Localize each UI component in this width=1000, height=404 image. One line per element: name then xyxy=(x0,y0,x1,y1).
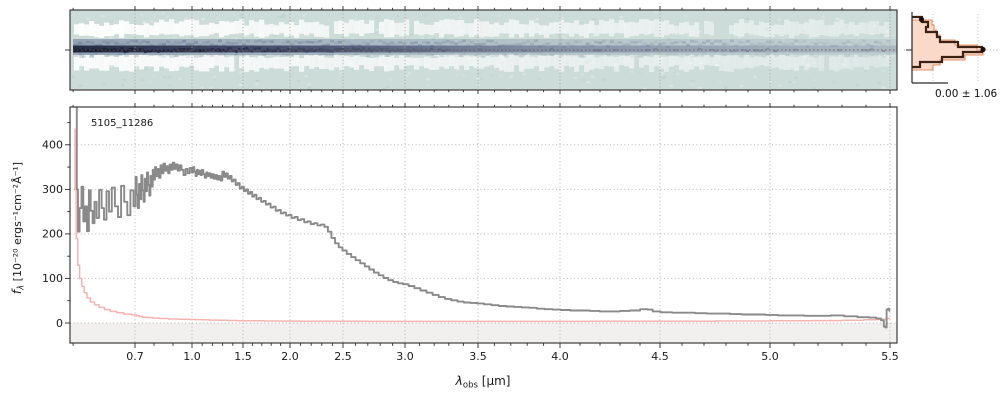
y-tick-labels: 0 100 200 300 400 xyxy=(42,139,63,330)
x-axis-label-unit: [μm] xyxy=(478,374,511,388)
x-tick-label: 3.5 xyxy=(469,350,487,363)
x-tick-label: 5.0 xyxy=(761,350,779,363)
main-frame xyxy=(69,106,898,344)
x-tick-label: 4.5 xyxy=(651,350,669,363)
y-tick-label: 300 xyxy=(42,183,63,196)
x-tick-label: 3.0 xyxy=(396,350,414,363)
y-axis-label-subscript: λ xyxy=(17,285,27,291)
object-id-annotation: 5105_11286 xyxy=(91,118,153,129)
y-tick-label: 0 xyxy=(56,317,63,330)
x-tick-label: 2.0 xyxy=(281,350,299,363)
x-tick-label: 1.5 xyxy=(234,350,252,363)
y-axis-label-symbol: f xyxy=(10,288,24,294)
x-tick-label: 1.0 xyxy=(183,350,201,363)
x-tick-labels: 0.7 1.0 1.5 2.0 2.5 3.0 3.5 4.0 4.5 5.0 5.5 xyxy=(126,350,899,363)
main-series xyxy=(74,107,891,329)
y-axis-label-unit: [10⁻²⁰ ergs⁻¹cm⁻²Å⁻¹] xyxy=(11,162,24,285)
spectrum-2d-ticks xyxy=(65,6,891,94)
y-tick-label: 400 xyxy=(42,139,63,152)
below-zero-band xyxy=(70,323,897,343)
flux-series-path xyxy=(75,107,891,329)
x-tick-label: 5.5 xyxy=(881,350,899,363)
spectrum-1d-panel: 0.7 1.0 1.5 2.0 2.5 3.0 3.5 4.0 4.5 5.0 5.5 0 100 200… xyxy=(42,103,899,363)
main-gridlines xyxy=(70,107,897,343)
x-axis-label-subscript: obs xyxy=(463,381,479,391)
x-axis-label: λobs [μm] xyxy=(455,373,511,391)
histogram-marker xyxy=(980,46,986,53)
residual-histogram-panel xyxy=(904,12,998,84)
spectrum-2d-image xyxy=(71,11,897,90)
histogram-marker xyxy=(918,16,925,23)
spectrum-2d-panel xyxy=(65,6,898,94)
x-tick-label: 0.7 xyxy=(126,350,144,363)
trace-core xyxy=(73,45,897,53)
y-axis-label: fλ [10⁻²⁰ ergs⁻¹cm⁻²Å⁻¹] xyxy=(10,162,27,294)
y-tick-label: 100 xyxy=(42,272,63,285)
main-ticks xyxy=(65,103,891,348)
x-axis-label-symbol: λ xyxy=(455,373,463,388)
histogram-data-line xyxy=(912,15,984,69)
x-tick-label: 2.5 xyxy=(334,350,352,363)
error-series-path xyxy=(74,128,890,323)
y-tick-label: 200 xyxy=(42,228,63,241)
x-tick-label: 4.0 xyxy=(551,350,569,363)
histogram-stats-label: 0.00 ± 1.06 xyxy=(935,88,998,100)
